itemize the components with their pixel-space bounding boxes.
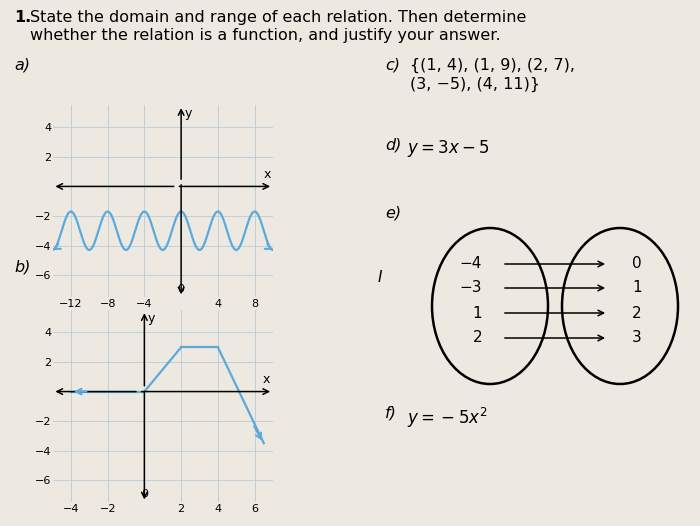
Text: 2: 2 (473, 330, 482, 346)
Text: 1: 1 (632, 280, 642, 296)
Text: (3, −5), (4, 11)}: (3, −5), (4, 11)} (410, 77, 540, 92)
Text: e): e) (385, 206, 401, 221)
Text: 1.: 1. (14, 10, 32, 25)
Text: −3: −3 (459, 280, 482, 296)
Text: I: I (378, 270, 382, 286)
Text: $y = 3x - 5$: $y = 3x - 5$ (407, 138, 489, 159)
Text: f): f) (385, 406, 397, 421)
Text: a): a) (14, 58, 30, 73)
Text: State the domain and range of each relation. Then determine: State the domain and range of each relat… (30, 10, 526, 25)
Text: 3: 3 (632, 330, 642, 346)
Text: 0: 0 (632, 257, 642, 271)
Text: x: x (263, 373, 270, 387)
Text: $y = -5x^2$: $y = -5x^2$ (407, 406, 488, 430)
Text: c): c) (385, 58, 400, 73)
Text: 0: 0 (141, 489, 148, 499)
Text: d): d) (385, 138, 401, 153)
Text: x: x (264, 168, 271, 181)
Text: y: y (148, 312, 155, 325)
Text: 1: 1 (473, 306, 482, 320)
Text: {(1, 4), (1, 9), (2, 7),: {(1, 4), (1, 9), (2, 7), (410, 58, 575, 73)
Text: 2: 2 (632, 306, 642, 320)
Text: whether the relation is a function, and justify your answer.: whether the relation is a function, and … (30, 28, 500, 43)
Text: y: y (184, 107, 192, 120)
Text: 0: 0 (178, 284, 185, 294)
Text: −4: −4 (460, 257, 482, 271)
Text: b): b) (14, 259, 30, 274)
